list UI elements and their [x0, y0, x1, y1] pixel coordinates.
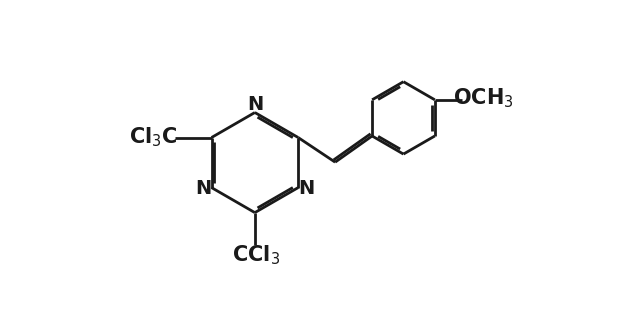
Text: CCl$_3$: CCl$_3$ — [232, 243, 280, 267]
Text: Cl$_3$C: Cl$_3$C — [129, 126, 177, 149]
Text: N: N — [248, 94, 264, 113]
Text: N: N — [196, 179, 212, 198]
Text: OCH$_3$: OCH$_3$ — [453, 87, 514, 110]
Text: N: N — [298, 179, 314, 198]
